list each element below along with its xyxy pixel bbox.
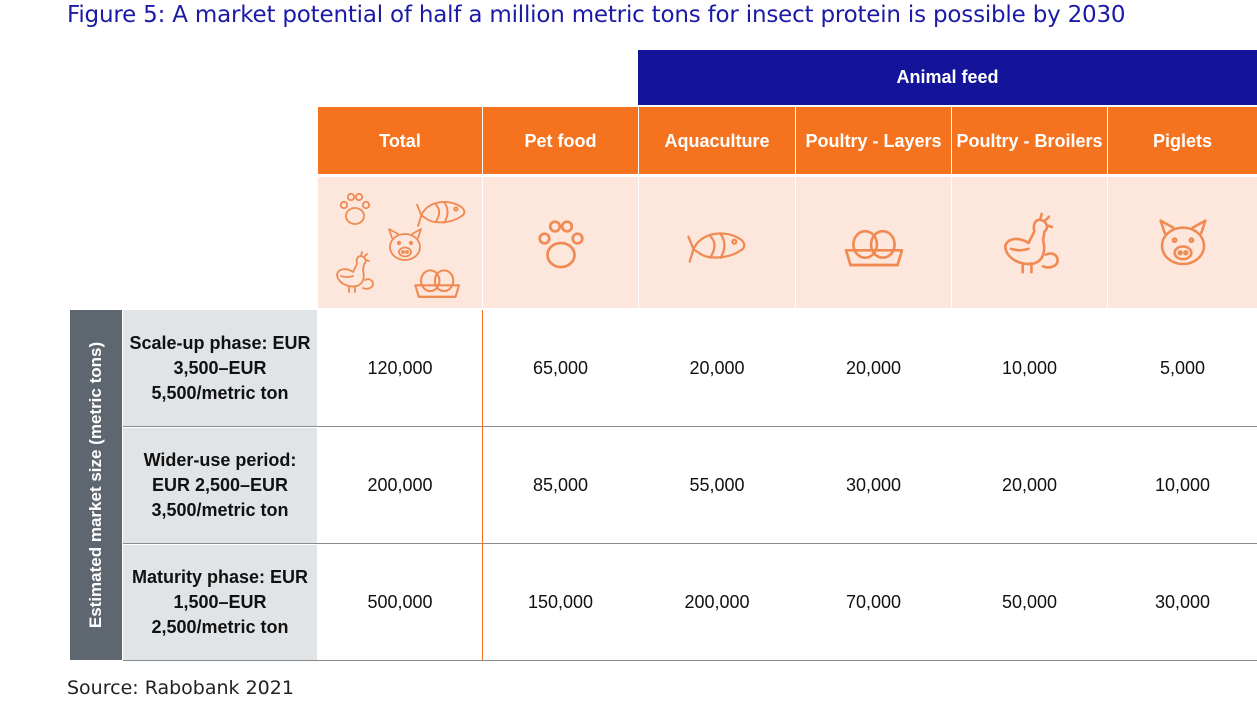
table-cell: 55,000 bbox=[689, 475, 745, 495]
table-cell: 65,000 bbox=[532, 357, 589, 378]
eggs-icon bbox=[844, 229, 903, 266]
total-column-divider bbox=[482, 310, 483, 660]
column-header-aquaculture: Aquaculture bbox=[639, 107, 795, 174]
animal-feed-header: Animal feed bbox=[638, 50, 1257, 105]
chicken-icon bbox=[1003, 212, 1059, 273]
pig-icon bbox=[1158, 218, 1207, 265]
figure-title: Figure 5: A market potential of half a m… bbox=[67, 2, 1126, 28]
table-cell: 85,000 bbox=[532, 475, 589, 495]
row-divider bbox=[123, 426, 1257, 427]
table-cell: 50,000 bbox=[1001, 592, 1058, 612]
market-size-axis-label: Estimated market size (metric tons) bbox=[70, 310, 122, 660]
table-cell: 30,000 bbox=[1154, 592, 1211, 612]
row-divider bbox=[123, 543, 1257, 544]
pig-icon bbox=[388, 228, 422, 261]
column-header-piglets: Piglets bbox=[1108, 107, 1257, 174]
table-cell: 200,000 bbox=[684, 592, 750, 612]
table-cell: 5,000 bbox=[1159, 357, 1206, 378]
table-cell: 20,000 bbox=[1001, 475, 1058, 495]
chicken-icon bbox=[336, 251, 374, 293]
table-bottom-border bbox=[123, 660, 1257, 661]
table-cell: 150,000 bbox=[527, 592, 594, 612]
paw-icon bbox=[537, 219, 584, 268]
fish-icon bbox=[687, 231, 746, 263]
column-header-total: Total bbox=[318, 107, 482, 174]
fish-icon bbox=[416, 201, 466, 227]
table-cell: 10,000 bbox=[1154, 475, 1211, 495]
table-cell: 20,000 bbox=[845, 357, 902, 378]
market-size-axis-text: Estimated market size (metric tons) bbox=[86, 341, 105, 629]
table-cell: 120,000 bbox=[367, 357, 433, 378]
source-note: Source: Rabobank 2021 bbox=[67, 677, 294, 699]
column-header-pet-food: Pet food bbox=[483, 107, 638, 174]
table-cell: 70,000 bbox=[845, 592, 902, 612]
row-label-wider-use: Wider-use period: EUR 2,500–EUR 3,500/me… bbox=[123, 428, 317, 543]
pet-food-icon-cell bbox=[483, 177, 638, 308]
broilers-icon-cell bbox=[952, 177, 1107, 308]
row-label-scale-up: Scale-up phase: EUR 3,500–EUR 5,500/metr… bbox=[123, 310, 317, 426]
piglets-icon-cell bbox=[1108, 177, 1257, 308]
aquaculture-icon-cell bbox=[639, 177, 795, 308]
table-cell: 30,000 bbox=[845, 475, 902, 495]
table-cell: 10,000 bbox=[1001, 357, 1058, 378]
total-icons-cell bbox=[318, 177, 482, 308]
eggs-icon bbox=[414, 269, 461, 298]
column-header-poultry-broilers: Poultry - Broilers bbox=[952, 107, 1107, 174]
table-cell: 20,000 bbox=[689, 357, 745, 378]
paw-icon bbox=[339, 192, 371, 225]
table-cell: 500,000 bbox=[367, 592, 433, 612]
table-cell: 200,000 bbox=[367, 475, 433, 495]
row-label-maturity: Maturity phase: EUR 1,500–EUR 2,500/metr… bbox=[123, 545, 317, 660]
layers-icon-cell bbox=[796, 177, 951, 308]
column-header-poultry-layers: Poultry - Layers bbox=[796, 107, 951, 174]
